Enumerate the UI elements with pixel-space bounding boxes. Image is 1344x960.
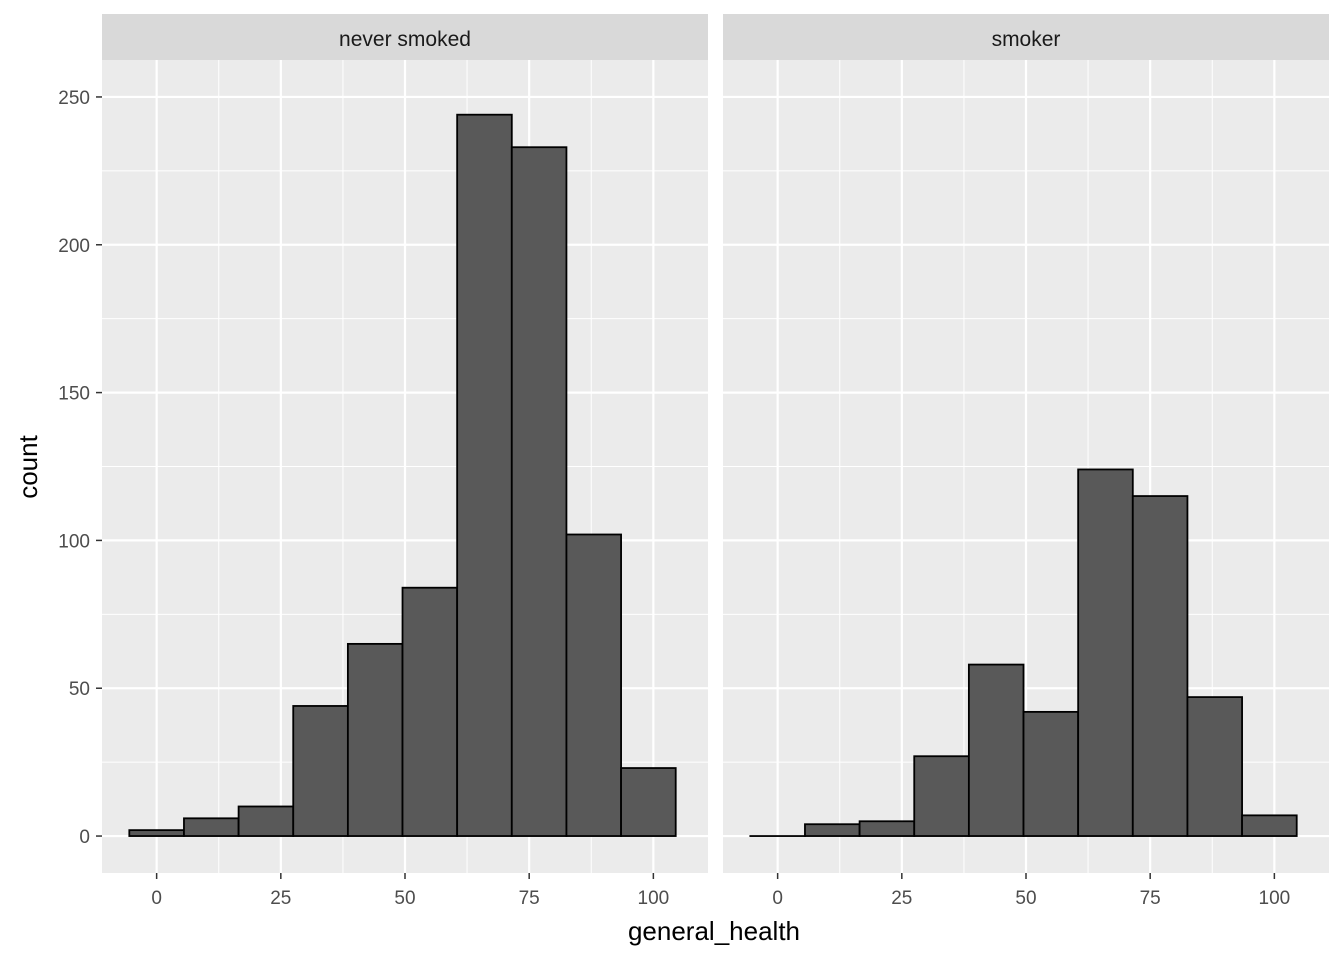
x-axis-title: general_health xyxy=(628,916,800,946)
histogram-bar xyxy=(346,642,404,837)
facet-panel-1: never smoked 0 25 50 75 100 xyxy=(102,14,708,909)
histogram-bar xyxy=(858,820,916,837)
histogram-bar xyxy=(565,533,622,837)
facet-strip-label: never smoked xyxy=(339,28,471,51)
histogram-bar xyxy=(620,767,677,837)
x-tick-label: 25 xyxy=(270,888,291,909)
x-tick-label: 100 xyxy=(638,888,670,909)
x-tick-label: 75 xyxy=(1140,888,1161,909)
facet-panel-2: smoker 0 25 50 75 100 xyxy=(723,14,1329,909)
x-tick-label: 100 xyxy=(1259,888,1291,909)
histogram-bar xyxy=(456,113,513,837)
histogram-bar xyxy=(967,663,1025,837)
histogram-bar xyxy=(292,705,349,837)
x-tick-label: 50 xyxy=(1015,888,1036,909)
histogram-bar xyxy=(1241,814,1298,837)
histogram-bar xyxy=(1077,468,1134,837)
y-tick-label: 100 xyxy=(58,531,90,552)
x-tick-label: 75 xyxy=(519,888,540,909)
facet-strip xyxy=(102,14,708,60)
histogram-bar xyxy=(237,805,295,837)
y-tick-label: 50 xyxy=(69,679,90,700)
histogram-bar xyxy=(183,817,240,837)
histogram-bar xyxy=(510,146,568,837)
histogram-bar xyxy=(1186,696,1243,837)
y-tick-label: 200 xyxy=(58,236,90,257)
histogram-bar xyxy=(1022,710,1080,837)
facet-strip-label: smoker xyxy=(992,28,1061,51)
histogram-bar xyxy=(128,829,185,837)
facet-strip xyxy=(723,14,1329,60)
y-axis-title: count xyxy=(13,434,43,498)
histogram-bar xyxy=(401,586,459,837)
histogram-bar xyxy=(1131,495,1189,837)
y-tick-label: 250 xyxy=(58,88,90,109)
x-tick-label: 50 xyxy=(394,888,415,909)
x-tick-label: 0 xyxy=(772,888,783,909)
y-tick-label: 150 xyxy=(58,384,90,405)
histogram-bar xyxy=(804,823,861,837)
x-tick-label: 25 xyxy=(891,888,912,909)
x-tick-label: 0 xyxy=(151,888,162,909)
y-tick-label: 0 xyxy=(79,827,90,848)
histogram-bar xyxy=(913,755,970,837)
